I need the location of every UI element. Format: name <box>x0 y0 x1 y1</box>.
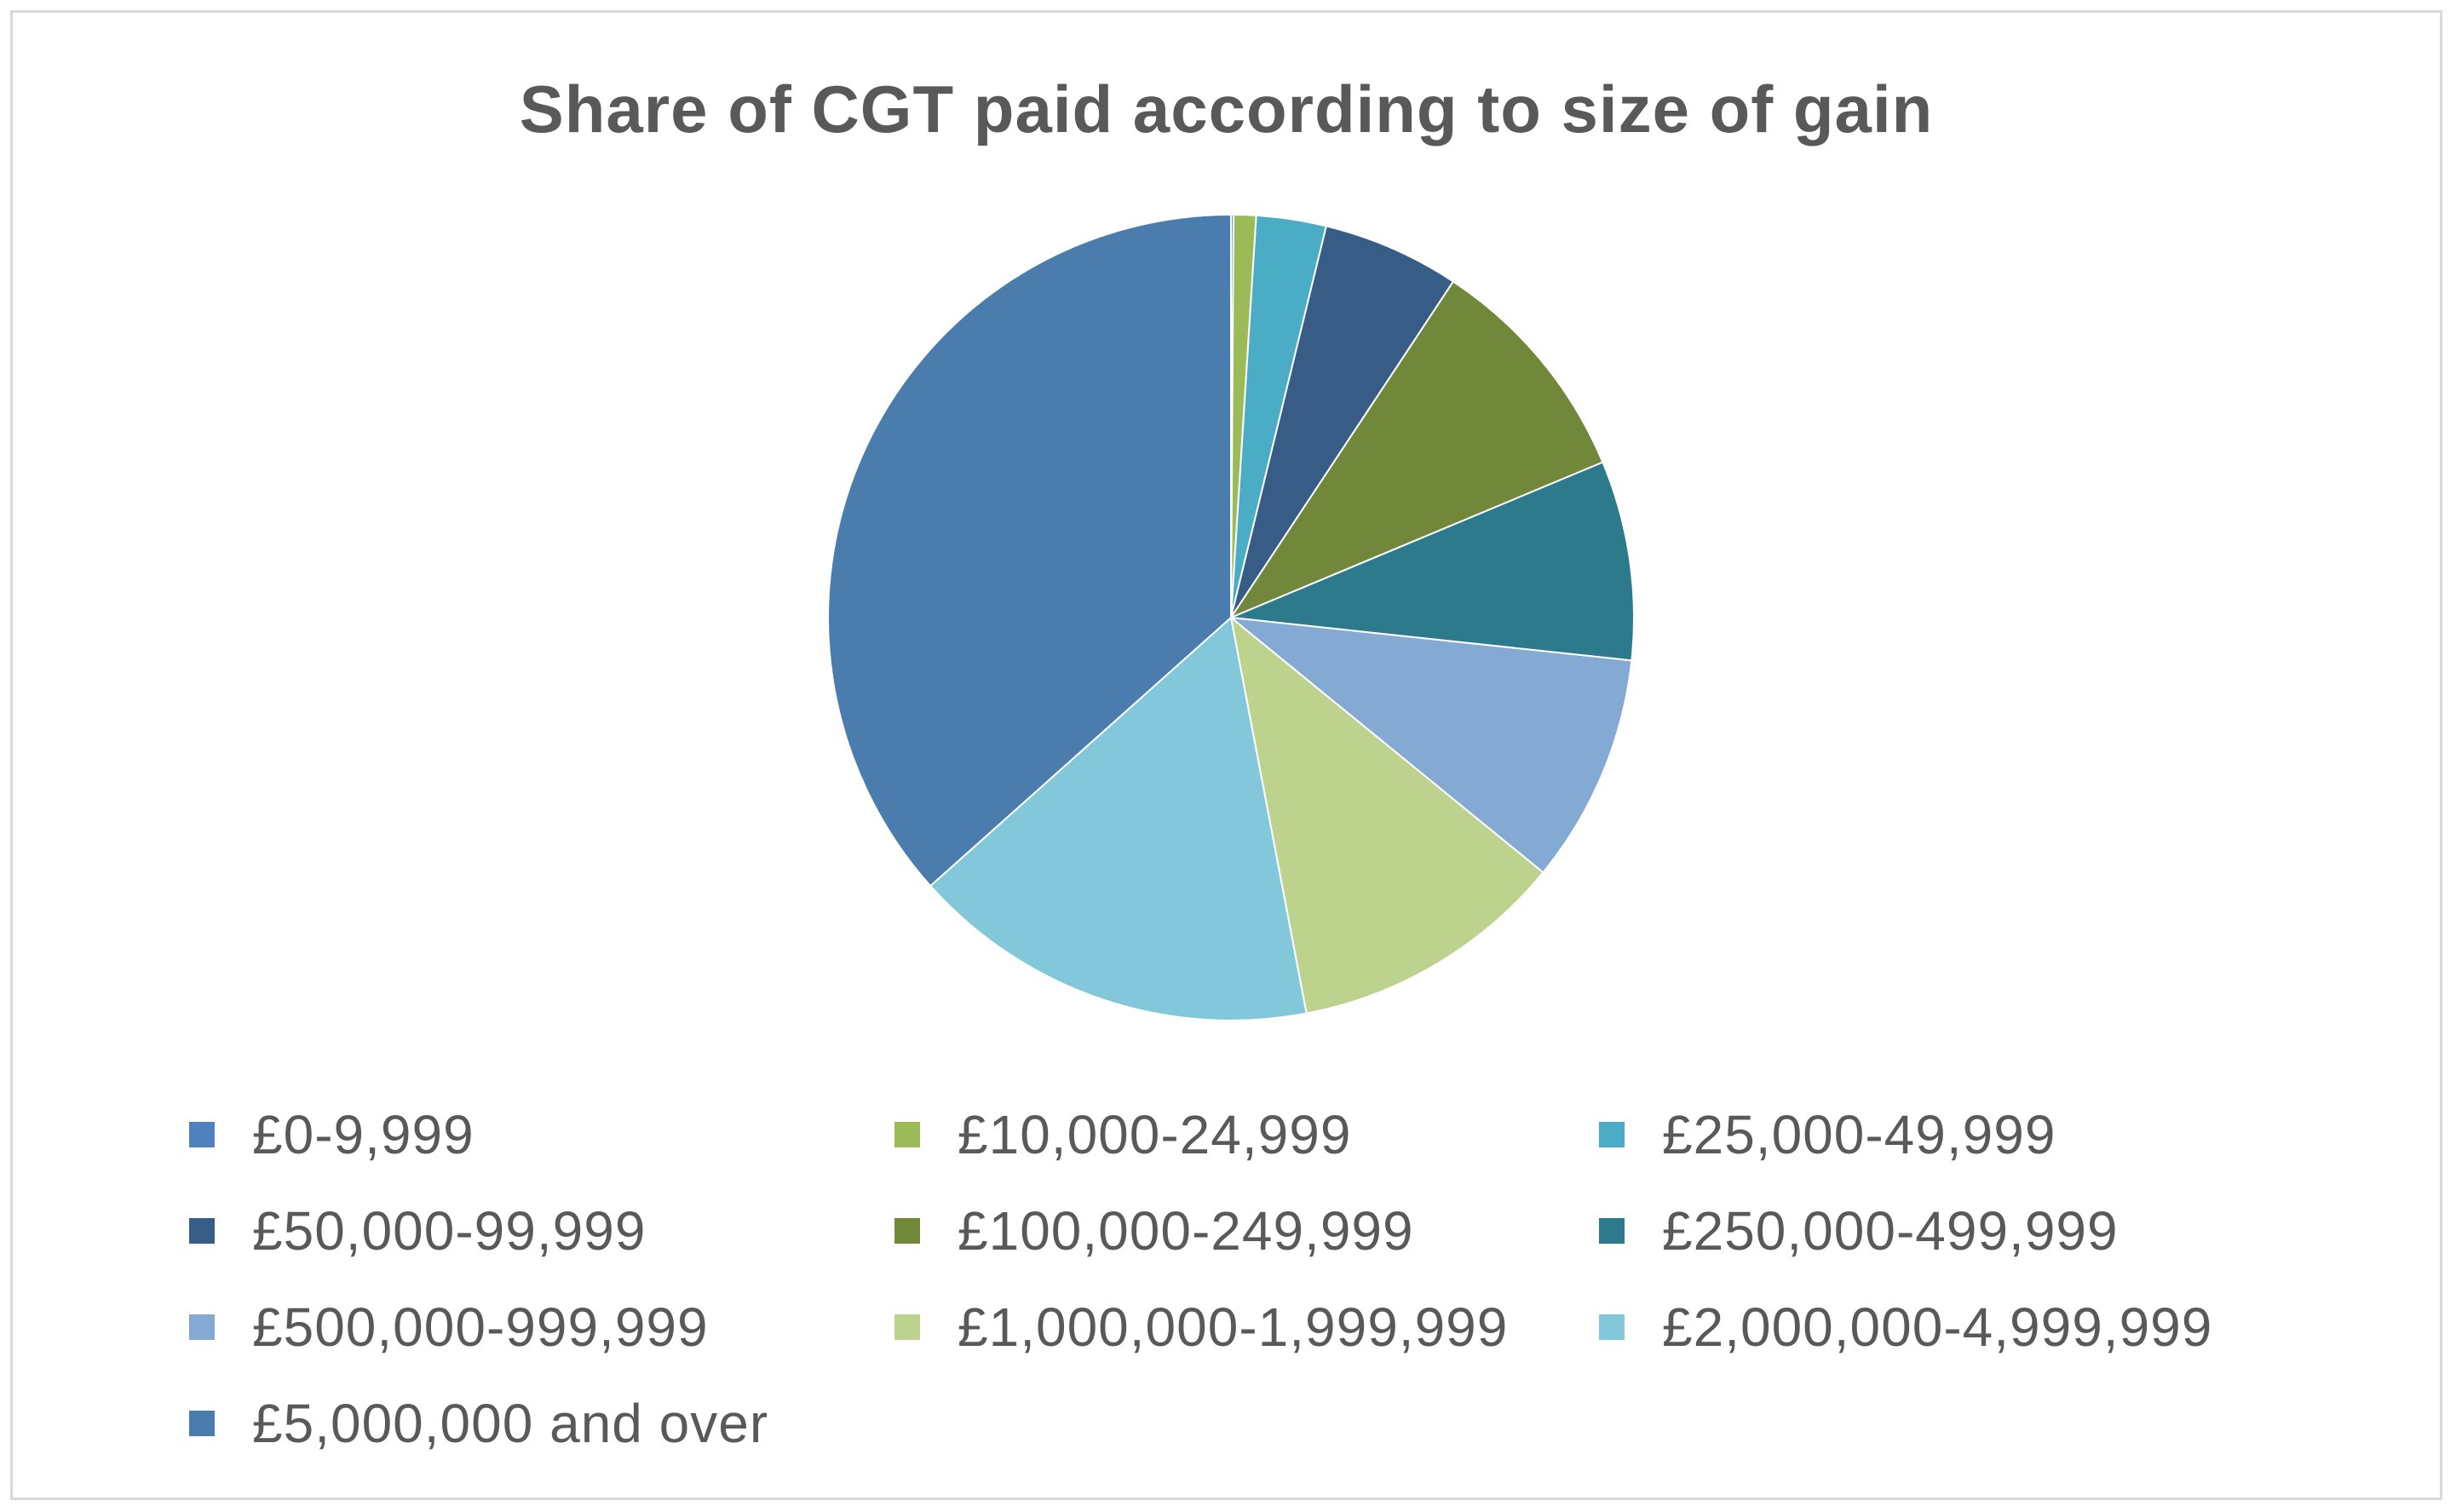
legend-swatch <box>189 1314 215 1340</box>
legend-swatch <box>894 1122 920 1147</box>
legend-label: £10,000-24,999 <box>958 1104 1352 1165</box>
legend-label: £50,000-99,999 <box>252 1200 647 1262</box>
legend-swatch <box>894 1314 920 1340</box>
legend-swatch <box>1599 1314 1625 1340</box>
pie-slice-5 <box>1228 280 1604 620</box>
legend-swatch <box>1599 1122 1625 1147</box>
pie-slice-7 <box>1228 616 1633 874</box>
chart-title: Share of CGT paid according to size of g… <box>519 72 1934 147</box>
pie-slice-9 <box>929 616 1308 1021</box>
legend-item-1: £0-9,999 <box>189 1101 475 1169</box>
legend-item-3: £25,000-49,999 <box>1599 1101 2056 1169</box>
legend-item-7: £500,000-999,999 <box>189 1293 709 1361</box>
legend-item-5: £100,000-249,999 <box>894 1197 1414 1265</box>
legend-label: £0-9,999 <box>252 1104 475 1165</box>
pie-slice-4 <box>1230 225 1455 618</box>
legend-label: £250,000-499,999 <box>1662 1200 2119 1262</box>
pie-slice-8 <box>1229 615 1544 1015</box>
legend-label: £25,000-49,999 <box>1662 1104 2056 1165</box>
legend-label: £500,000-999,999 <box>252 1296 709 1358</box>
legend-swatch <box>1599 1218 1625 1244</box>
legend-item-2: £10,000-24,999 <box>894 1101 1351 1169</box>
legend-swatch <box>894 1218 920 1244</box>
legend-item-8: £1,000,000-1,999,999 <box>894 1293 1508 1361</box>
pie-slice-10 <box>827 213 1232 888</box>
legend-label: £100,000-249,999 <box>958 1200 1414 1262</box>
legend-label: £5,000,000 and over <box>252 1393 769 1454</box>
legend-swatch <box>189 1218 215 1244</box>
legend-label: £1,000,000-1,999,999 <box>958 1296 1509 1358</box>
legend-item-9: £2,000,000-4,999,999 <box>1599 1293 2212 1361</box>
legend-item-6: £250,000-499,999 <box>1599 1197 2119 1265</box>
legend-label: £2,000,000-4,999,999 <box>1662 1296 2213 1358</box>
legend-item-4: £50,000-99,999 <box>189 1197 646 1265</box>
legend-swatch <box>189 1411 215 1436</box>
pie-slice-6 <box>1230 461 1635 662</box>
legend-item-10: £5,000,000 and over <box>189 1389 768 1457</box>
legend-swatch <box>189 1122 215 1147</box>
